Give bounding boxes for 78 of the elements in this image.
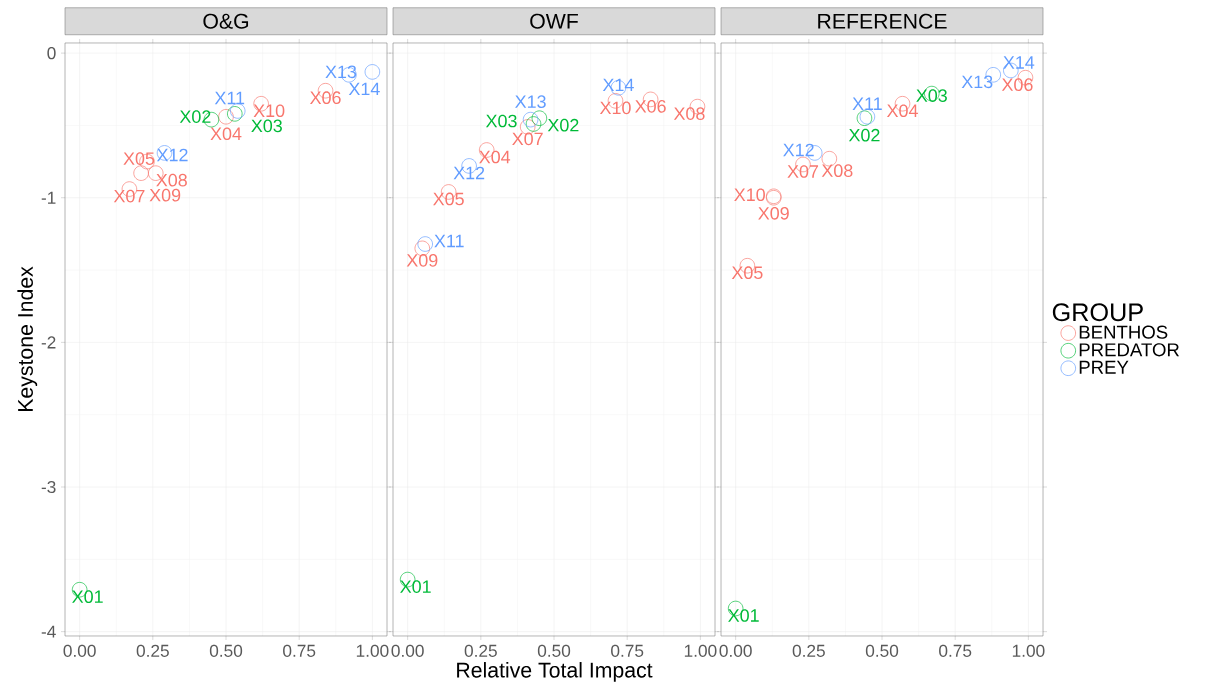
x-tick-label: 0.75 — [283, 644, 316, 657]
data-label: X14 — [1003, 56, 1035, 69]
chart-title: OWF — [530, 13, 578, 29]
data-label: X06 — [309, 91, 341, 105]
data-label: X12 — [453, 166, 485, 180]
x-axis-title: Relative Total Impact — [457, 662, 653, 682]
point — [522, 111, 539, 128]
chart-title: O&G — [203, 13, 249, 29]
chart-title: REFERENCE — [818, 13, 947, 29]
data-label: X01 — [728, 609, 759, 622]
x-tick-label: 0.75 — [939, 644, 972, 657]
x-tick-label: 0.00 — [63, 644, 96, 657]
data-label: X08 — [821, 164, 853, 178]
x-tick-label: 0.00 — [391, 644, 424, 657]
x-tick-label: 0.50 — [537, 644, 571, 657]
data-label: X12 — [156, 148, 188, 162]
y-tick-label: -1 — [41, 191, 56, 204]
point — [531, 110, 548, 126]
data-label: X07 — [512, 132, 543, 146]
data-label: X07 — [113, 189, 145, 203]
y-tick-label: 0 — [47, 46, 56, 60]
data-label: X03 — [485, 114, 517, 128]
legend-label: BENTHOS — [1079, 325, 1168, 339]
x-tick-label: 1.00 — [356, 644, 389, 657]
data-label: X05 — [123, 152, 155, 165]
data-label: X03 — [916, 89, 947, 102]
data-label: X11 — [214, 91, 245, 105]
data-label: X09 — [758, 206, 789, 220]
x-tick-label: 1.00 — [684, 644, 717, 657]
y-tick-label: -2 — [41, 336, 56, 349]
data-label: X02 — [547, 118, 579, 132]
point — [218, 109, 234, 125]
data-label: X09 — [406, 254, 438, 267]
data-label: X08 — [673, 107, 705, 120]
x-tick-label: 1.00 — [1012, 644, 1045, 657]
data-label: X06 — [635, 100, 666, 113]
x-tick-label: 0.25 — [792, 644, 825, 657]
x-tick-label: 0.50 — [865, 644, 899, 657]
point — [417, 236, 433, 252]
y-tick-label: -3 — [41, 480, 56, 494]
data-label: X03 — [251, 119, 282, 133]
x-tick-label: 0.50 — [209, 644, 243, 657]
data-label: X05 — [731, 266, 763, 280]
data-label: X04 — [210, 127, 242, 141]
point — [525, 116, 542, 132]
data-label: X10 — [599, 101, 631, 115]
data-label: X13 — [515, 95, 546, 108]
data-label: X04 — [886, 104, 918, 118]
data-label: X12 — [783, 143, 814, 157]
data-label: X02 — [848, 128, 880, 142]
legend-title: GROUP — [1052, 303, 1143, 322]
data-label: X04 — [479, 150, 511, 164]
data-label: X10 — [253, 104, 285, 118]
y-tick-label: -4 — [41, 625, 56, 638]
data-label: X09 — [149, 188, 181, 202]
x-tick-label: 0.75 — [611, 644, 644, 657]
point — [364, 64, 381, 80]
data-label: X10 — [734, 188, 765, 202]
data-label: X08 — [156, 173, 187, 187]
y-axis-title: Keystone Index — [17, 266, 38, 411]
data-label: X13 — [325, 65, 357, 79]
x-tick-label: 0.25 — [464, 644, 497, 657]
legend-label: PREY — [1079, 360, 1129, 374]
data-label: X02 — [179, 110, 211, 123]
data-label: X14 — [602, 78, 634, 91]
data-label: X11 — [434, 234, 464, 248]
data-label: X11 — [852, 97, 882, 110]
x-tick-label: 0.00 — [719, 644, 752, 657]
data-label: X13 — [961, 75, 993, 89]
x-tick-label: 0.25 — [136, 644, 169, 657]
legend-label: PREDATOR — [1079, 343, 1180, 357]
data-label: X01 — [400, 580, 431, 593]
point — [133, 165, 149, 181]
data-label: X01 — [72, 590, 103, 604]
data-label: X05 — [433, 192, 464, 206]
data-label: X14 — [348, 82, 380, 96]
data-label: X06 — [1001, 78, 1033, 92]
data-label: X07 — [787, 165, 819, 178]
